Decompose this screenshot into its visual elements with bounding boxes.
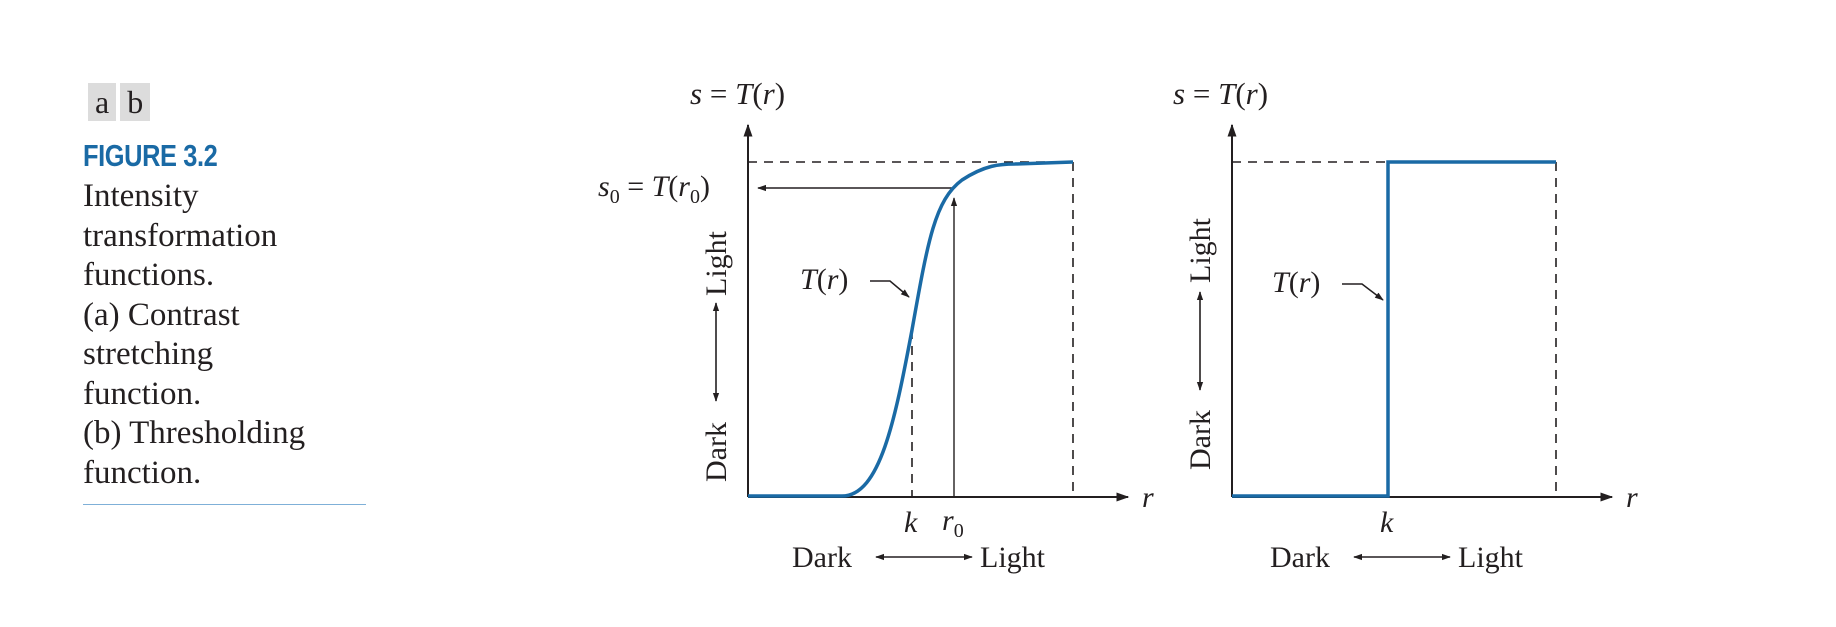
plot-b-x-light: Light	[1458, 541, 1524, 574]
plot-b-curve-label: T(r)	[1272, 266, 1320, 299]
caption-line: functions.	[83, 257, 215, 293]
plot-b-x-axis-label: r	[1626, 481, 1638, 514]
plot-a-tick-k: k	[904, 506, 918, 539]
panel-label-a: a	[88, 83, 117, 121]
plot-b-step-curve	[1232, 160, 1556, 498]
caption-rule	[83, 504, 366, 505]
plot-b-y-light: Light	[1184, 217, 1217, 283]
plot-b-tick-k: k	[1380, 506, 1394, 539]
plot-a-curve-label: T(r)	[800, 263, 848, 296]
caption-line: (b) Thresholding	[83, 415, 306, 451]
panel-labels: a b	[88, 83, 151, 121]
plot-a-y-light: Light	[700, 230, 733, 296]
caption-line: Intensity	[83, 178, 199, 214]
plot-a-y-dark: Dark	[700, 422, 733, 482]
panel-label-b: b	[120, 83, 151, 121]
caption-line: (a) Contrast	[83, 296, 240, 333]
plot-b-y-dark: Dark	[1184, 410, 1217, 470]
caption-line: function.	[83, 375, 202, 412]
plot-a-curve-leader	[870, 280, 910, 298]
caption-line: stretching	[83, 336, 214, 372]
plot-a-y-axis-label: s = T(r)	[690, 76, 785, 111]
plot-a: s = T(r) s0 = T(r0) T(r) r k r0 Dark Lig…	[598, 76, 1154, 574]
plot-a-x-axis-label: r	[1142, 481, 1154, 514]
plot-a-curve	[748, 160, 1074, 498]
caption-line: transformation	[83, 217, 278, 254]
plot-a-x-dark: Dark	[792, 541, 852, 574]
plot-b-curve-leader	[1342, 283, 1384, 301]
plot-a-tick-r0: r0	[942, 504, 964, 542]
plot-a-s0-label: s0 = T(r0)	[598, 170, 710, 208]
caption-line: function.	[83, 454, 202, 491]
figure-caption: Intensity transformation functions. (a) …	[83, 177, 383, 493]
figure-number: FIGURE 3.2	[83, 138, 218, 173]
plot-b: s = T(r) T(r) r k Dark Light Dark Light	[1173, 76, 1638, 574]
plot-b-y-axis-label: s = T(r)	[1173, 76, 1268, 111]
plot-a-x-light: Light	[980, 541, 1046, 574]
plot-b-x-dark: Dark	[1270, 541, 1330, 574]
